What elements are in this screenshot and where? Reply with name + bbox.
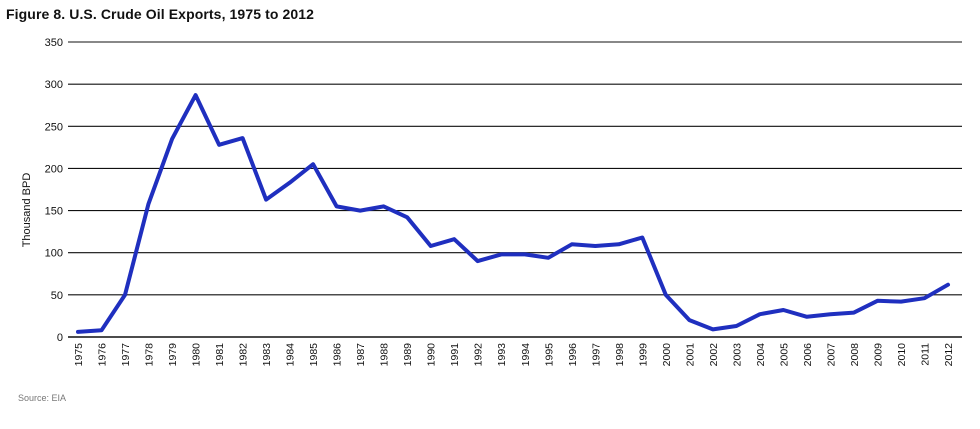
y-tick-label: 0 [57,332,63,344]
x-tick-label: 2010 [896,343,908,367]
y-tick-label: 100 [45,248,63,260]
y-tick-label: 150 [45,206,63,218]
x-tick-label: 1990 [426,343,438,367]
x-tick-label: 1981 [214,343,226,367]
x-tick-label: 1982 [238,343,250,367]
x-tick-label: 2002 [708,343,720,367]
data-point [358,208,362,213]
data-point [429,244,433,248]
x-tick-label: 1986 [332,343,344,367]
x-tick-label: 2000 [661,343,673,367]
data-point [523,252,527,256]
data-point [335,204,339,208]
x-tick-label: 1989 [402,343,414,367]
x-tick-label: 1975 [73,343,85,367]
x-tick-label: 1993 [496,343,508,367]
x-tick-label: 2009 [872,343,884,367]
data-point [828,312,833,316]
x-tick-label: 1988 [379,343,391,367]
data-point [922,296,927,300]
data-point [499,252,503,256]
x-tick-label: 1978 [144,343,156,367]
data-point [758,312,762,316]
x-tick-label: 1976 [97,343,109,367]
data-point [264,198,268,202]
x-tick-label: 2003 [731,343,743,367]
x-tick-label: 1984 [285,343,297,367]
data-point [76,330,80,334]
x-tick-label: 1987 [355,343,367,367]
y-axis-ticks: 0 50 100 150 200 250 300 350 [45,37,63,344]
data-point [546,256,550,260]
data-point [617,242,621,246]
data-point [99,328,104,332]
x-tick-label: 1979 [167,343,179,367]
x-axis-ticks: 1975 1976 1977 1978 1979 1980 1981 1982 1983 1984… [73,343,955,367]
x-tick-label: 1999 [637,343,649,367]
x-tick-label: 2004 [755,343,767,367]
data-point [687,318,691,322]
x-tick-label: 2012 [943,343,955,367]
y-tick-label: 350 [45,37,63,49]
data-point [664,293,668,297]
y-tick-label: 250 [45,121,63,133]
data-point [946,283,950,287]
data-point [193,93,198,97]
x-tick-label: 1996 [567,343,579,367]
x-tick-label: 2006 [802,343,814,367]
gridlines [68,41,962,338]
data-point [382,204,386,208]
data-point [452,237,456,241]
data-point [593,244,597,248]
data-point [146,202,151,206]
x-tick-label: 2007 [825,343,837,367]
x-tick-label: 1997 [590,343,602,367]
x-tick-label: 1994 [520,343,532,367]
data-point [170,137,174,141]
data-point [805,315,809,319]
data-point [734,324,738,328]
y-axis-label: Thousand BPD [21,173,33,248]
y-tick-label: 200 [45,163,63,175]
data-point [781,308,786,312]
data-point [640,235,644,240]
data-point [240,136,245,140]
data-point [852,310,856,315]
data-point [288,181,292,185]
series-layer [76,93,950,334]
x-tick-label: 1998 [614,343,626,367]
x-tick-label: 1985 [308,343,320,367]
x-tick-label: 1995 [543,343,555,367]
data-point [570,242,574,246]
x-tick-label: 2001 [684,343,696,367]
data-point [476,259,480,263]
x-tick-label: 2008 [849,343,861,367]
y-tick-label: 300 [45,79,63,91]
x-tick-label: 1977 [120,343,132,367]
chart-title: Figure 8. U.S. Crude Oil Exports, 1975 t… [6,6,315,22]
x-tick-label: 2005 [778,343,790,367]
y-tick-label: 50 [51,290,63,302]
data-point [217,143,221,147]
x-tick-label: 1992 [473,343,485,367]
x-tick-label: 1991 [449,343,461,367]
data-point [123,293,127,297]
data-point [899,300,903,304]
data-point [875,299,880,303]
data-point [311,162,315,166]
x-tick-label: 1980 [191,343,203,367]
x-tick-label: 1983 [261,343,273,367]
data-point [405,215,409,219]
series-line [76,93,950,334]
source-note: Source: EIA [18,393,67,403]
data-point [711,327,715,332]
x-tick-label: 2011 [919,343,931,366]
